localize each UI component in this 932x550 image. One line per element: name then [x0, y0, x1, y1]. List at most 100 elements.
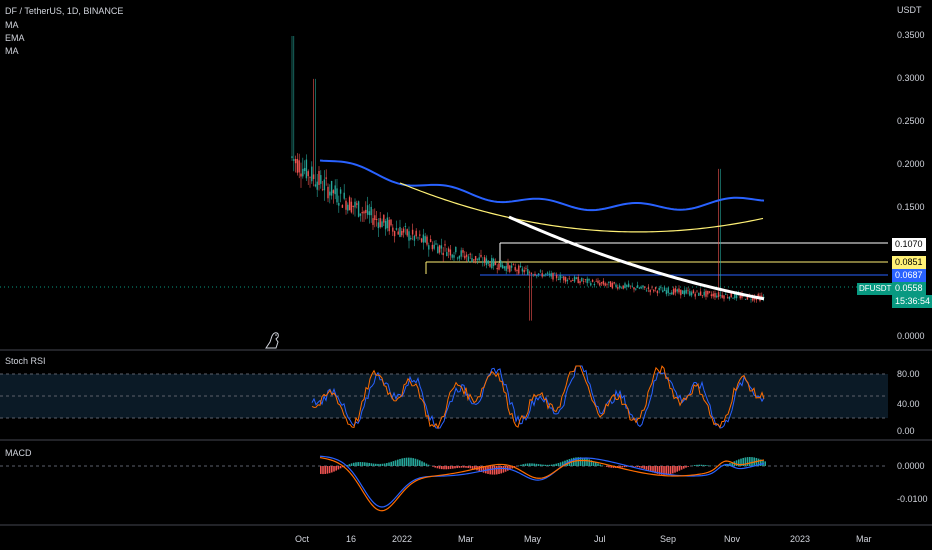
candle-body [611, 282, 614, 289]
candle-body [408, 231, 410, 241]
candle-body [471, 258, 473, 263]
candle-body [307, 171, 309, 177]
candle-body [627, 283, 630, 288]
candle-body [352, 205, 354, 208]
macd-histogram-bar [421, 461, 423, 466]
price-tag-current: 0.0558 [892, 282, 926, 295]
macd-histogram-bar [610, 466, 612, 468]
candle-body [469, 253, 471, 255]
macd-histogram-bar [590, 460, 593, 466]
time-tick: Nov [724, 534, 741, 544]
macd-histogram-bar [546, 464, 549, 466]
candle-body [500, 260, 502, 268]
macd-histogram-bar [366, 462, 368, 466]
candle-body [528, 271, 531, 273]
macd-histogram-bar [401, 458, 403, 466]
candle-body [404, 225, 407, 227]
candle-body [568, 278, 570, 280]
candle-body [690, 292, 693, 296]
macd-histogram-bar [643, 466, 645, 469]
candle-body [694, 293, 696, 297]
candle-body [672, 288, 675, 295]
macd-histogram-bar [436, 466, 439, 469]
macd-histogram-bar [498, 466, 500, 475]
macd-tick: 0.0000 [897, 461, 925, 471]
macd-histogram-bar [639, 466, 641, 468]
macd-histogram-bar [502, 466, 505, 473]
candle-body [419, 234, 421, 236]
time-tick: 16 [346, 534, 357, 544]
price-tick: 0.0000 [897, 331, 925, 341]
candle-body [300, 173, 302, 177]
candle-body [338, 202, 340, 206]
macd-histogram-bar [427, 464, 430, 466]
macd-histogram-bar [320, 466, 322, 474]
candle-body [359, 213, 362, 216]
macd-histogram-bar [548, 464, 551, 466]
macd-histogram-bar [577, 457, 579, 466]
candle-body [537, 273, 540, 275]
symbol-title[interactable]: DF / TetherUS, 1D, BINANCE [5, 6, 124, 16]
time-tick: Mar [458, 534, 474, 544]
tradingview-dino-icon[interactable] [264, 330, 284, 350]
macd-histogram-bar [584, 457, 586, 466]
candle-body [726, 297, 729, 298]
macd-label[interactable]: MACD [5, 448, 32, 458]
candle-body [309, 177, 311, 178]
indicator-ema[interactable]: EMA [5, 33, 25, 43]
candle-body [447, 248, 450, 252]
candle-body [465, 254, 468, 257]
candle-body [530, 273, 533, 274]
macd-histogram-bar [414, 458, 417, 466]
candle-body [536, 275, 538, 277]
macd-histogram-bar [434, 466, 436, 468]
candle-body [361, 211, 363, 214]
stoch-tick: 40.00 [897, 399, 920, 409]
candle-body [321, 189, 324, 190]
macd-histogram-bar [597, 463, 599, 466]
macd-histogram-bar [388, 462, 390, 466]
candle-body [654, 287, 657, 289]
macd-histogram-bar [707, 465, 709, 466]
candle-body [393, 231, 396, 237]
candle-body [381, 221, 383, 228]
candle-body [496, 267, 498, 270]
candle-body [428, 245, 430, 250]
indicator-ma-1[interactable]: MA [5, 20, 19, 30]
candle-body [467, 256, 470, 262]
candle-body [676, 289, 678, 292]
macd-histogram-bar [480, 466, 483, 472]
candle-body [327, 186, 329, 199]
candle-body [392, 227, 394, 232]
candle-body [464, 255, 466, 259]
macd-histogram-bar [474, 466, 476, 470]
candle-body [728, 296, 731, 299]
candle-body [651, 286, 653, 288]
candle-body [293, 159, 295, 161]
macd-histogram-bar [524, 463, 527, 466]
macd-histogram-bar [350, 463, 353, 466]
macd-histogram-bar [760, 459, 762, 466]
candle-body [426, 236, 428, 245]
candle-body [653, 289, 655, 292]
stoch-rsi-label[interactable]: Stoch RSI [5, 356, 46, 366]
candle-body [510, 265, 513, 268]
candle-body [723, 295, 725, 299]
candle-body [622, 285, 624, 289]
candle-body [453, 255, 455, 258]
macd-histogram-bar [667, 466, 670, 475]
macd-histogram-bar [742, 457, 744, 466]
macd-histogram-bar [641, 466, 643, 469]
candle-body [320, 175, 322, 184]
candle-body [420, 238, 423, 242]
indicator-ma-2[interactable]: MA [5, 46, 19, 56]
candle-body [291, 156, 293, 158]
macd-histogram-bar [520, 464, 522, 466]
macd-histogram-bar [375, 463, 377, 466]
time-tick: Sep [660, 534, 677, 544]
macd-histogram-bar [403, 457, 406, 466]
macd-histogram-bar [419, 460, 421, 466]
time-tick: May [524, 534, 542, 544]
macd-histogram-bar [674, 466, 676, 473]
